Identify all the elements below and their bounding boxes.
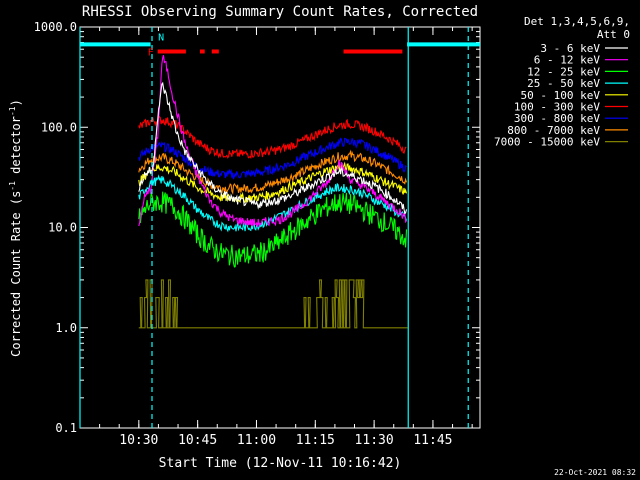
- legend-label-3: 25 - 50 keV: [527, 77, 600, 90]
- x-tick-label-1: 10:45: [178, 433, 217, 448]
- y-tick-label-0: 0.1: [55, 421, 77, 435]
- legend-label-5: 100 - 300 keV: [514, 101, 600, 114]
- flag-label-0: F: [148, 47, 154, 58]
- series-group: [138, 55, 408, 329]
- plot-frame: [79, 26, 481, 429]
- legend-label-7: 800 - 7000 keV: [507, 124, 600, 137]
- legend-label-4: 50 - 100 keV: [521, 89, 601, 102]
- x-axis-label: Start Time (12-Nov-11 10:16:42): [159, 456, 402, 471]
- flags-group: FN: [79, 27, 480, 428]
- y-axis-label: Corrected Count Rate (s-1 detector-1): [8, 99, 23, 357]
- legend-title-line2: Att 0: [597, 28, 630, 41]
- y-tick-label-1: 1.0: [55, 321, 77, 335]
- series-line-5: [138, 115, 407, 160]
- series-line-4: [138, 161, 408, 205]
- legend-title-line1: Det 1,3,4,5,6,9,: [524, 15, 630, 28]
- legend-label-8: 7000 - 15000 keV: [494, 136, 600, 149]
- series-line-8: [138, 279, 408, 329]
- y-tick-label-4: 1000.0: [34, 20, 77, 34]
- series-line-6: [138, 137, 407, 180]
- y-tick-label-2: 10.0: [48, 221, 77, 235]
- series-line-1: [138, 55, 407, 228]
- x-tick-label-2: 11:00: [237, 433, 276, 448]
- legend-label-0: 3 - 6 keV: [540, 42, 600, 55]
- chart-title: RHESSI Observing Summary Count Rates, Co…: [82, 4, 478, 20]
- legend-label-6: 300 - 800 keV: [514, 112, 600, 125]
- axes: 0.1 1.0 10.0 100.0 1000.0 10:30 10:45 11:00 11:1…: [34, 20, 481, 448]
- x-tick-label-5: 11:45: [413, 433, 452, 448]
- series-line-2: [138, 191, 408, 268]
- footer-date: 22-Oct-2021 08:32: [554, 468, 636, 477]
- legend-label-1: 6 - 12 keV: [534, 54, 601, 67]
- series-line-7: [138, 149, 408, 195]
- x-tick-label-0: 10:30: [119, 433, 158, 448]
- x-tick-label-4: 11:30: [355, 433, 394, 448]
- series-line-3: [138, 174, 408, 233]
- series-line-0: [138, 81, 408, 215]
- flag-label-1: N: [158, 33, 164, 44]
- x-tick-label-3: 11:15: [296, 433, 335, 448]
- legend-label-2: 12 - 25 keV: [527, 65, 600, 78]
- y-tick-label-3: 100.0: [41, 120, 77, 134]
